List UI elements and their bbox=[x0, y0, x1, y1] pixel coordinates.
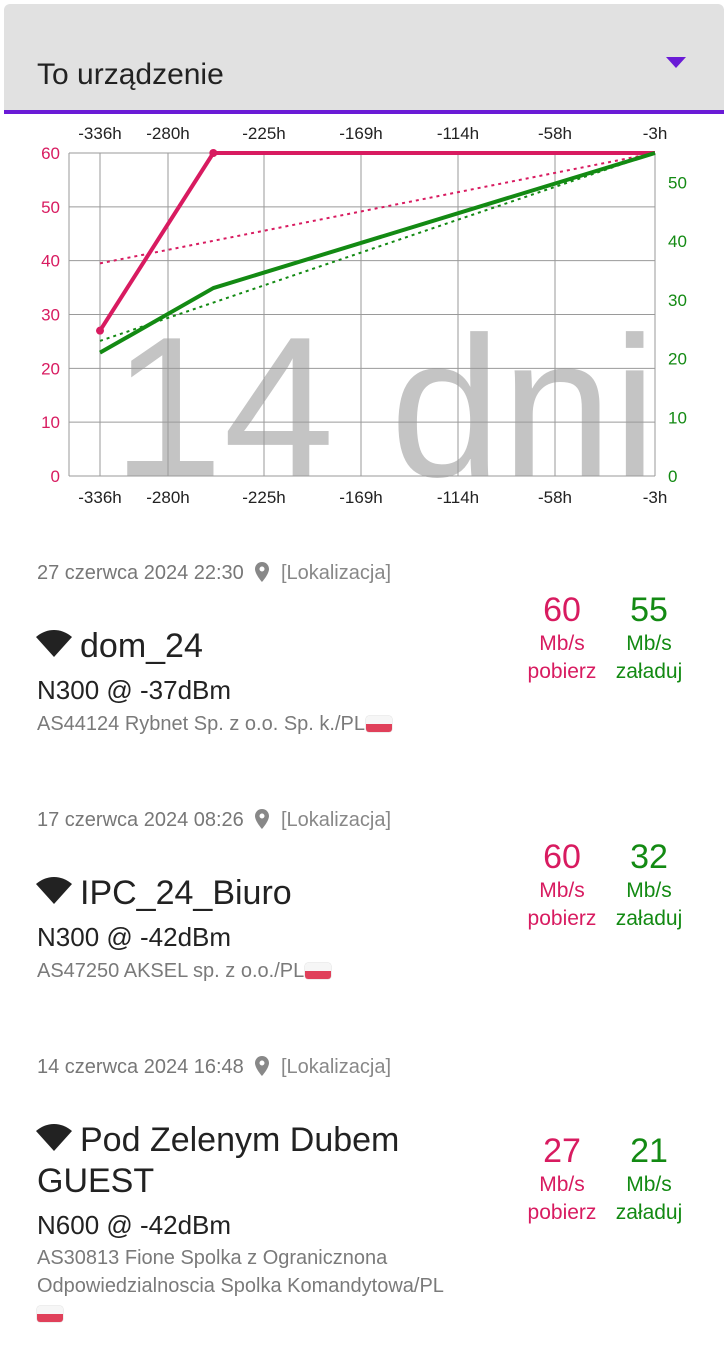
x-tick-label-top: -3h bbox=[643, 124, 668, 143]
download-point bbox=[209, 149, 218, 157]
upload-series-line bbox=[99, 151, 656, 355]
upload-speed: 55 Mb/s załaduj bbox=[607, 590, 691, 686]
download-unit: Mb/s bbox=[539, 632, 585, 655]
y-left-tick-label: 50 bbox=[41, 198, 60, 217]
entry-signal: N300 @ -37dBm bbox=[37, 675, 232, 705]
entry-date-row: 27 czerwca 2024 22:30 [Lokalizacja] bbox=[37, 562, 391, 585]
wifi-icon bbox=[36, 877, 72, 904]
y-left-tick-label: 40 bbox=[41, 252, 60, 271]
dropdown-arrow-icon[interactable] bbox=[666, 57, 686, 68]
entry-date-row: 17 czerwca 2024 08:26 [Lokalizacja] bbox=[37, 809, 391, 832]
x-tick-label-bottom: -3h bbox=[643, 488, 668, 507]
entry-as-line: AS47250 AKSEL sp. z o.o./PL bbox=[37, 957, 517, 985]
x-tick-label-top: -169h bbox=[339, 124, 382, 143]
wifi-icon bbox=[36, 630, 72, 657]
entry-as-line: AS44124 Rybnet Sp. z o.o. Sp. k./PL bbox=[37, 710, 517, 738]
download-speed: 60 Mb/s pobierz bbox=[520, 837, 604, 933]
y-right-tick-label: 50 bbox=[668, 173, 687, 192]
y-left-tick-label: 0 bbox=[51, 467, 60, 486]
download-label: pobierz bbox=[527, 1201, 597, 1224]
entry-as: AS47250 AKSEL sp. z o.o./PL bbox=[37, 960, 305, 982]
download-unit: Mb/s bbox=[539, 1173, 585, 1196]
wifi-icon bbox=[36, 1124, 72, 1151]
y-right-tick-label: 40 bbox=[668, 232, 687, 251]
x-tick-label-top: -280h bbox=[146, 124, 189, 143]
x-tick-label-top: -58h bbox=[538, 124, 572, 143]
upload-unit: Mb/s bbox=[626, 1173, 672, 1196]
x-tick-label-bottom: -225h bbox=[242, 488, 285, 507]
x-tick-label-top: -336h bbox=[78, 124, 121, 143]
entry-date: 14 czerwca 2024 16:48 bbox=[37, 1056, 244, 1078]
upload-label: załaduj bbox=[615, 1201, 683, 1224]
download-value: 60 bbox=[543, 591, 581, 629]
y-right-tick-label: 20 bbox=[668, 350, 687, 369]
upload-speed: 21 Mb/s załaduj bbox=[607, 1131, 691, 1227]
upload-unit: Mb/s bbox=[626, 632, 672, 655]
x-tick-label-bottom: -280h bbox=[146, 488, 189, 507]
entry-signal: N600 @ -42dBm bbox=[37, 1210, 232, 1240]
y-right-tick-label: 0 bbox=[668, 467, 677, 486]
x-tick-label-bottom: -169h bbox=[339, 488, 382, 507]
poland-flag-icon bbox=[365, 716, 392, 732]
upload-value: 55 bbox=[630, 591, 668, 629]
x-tick-label-top: -114h bbox=[437, 124, 479, 143]
entry-date: 27 czerwca 2024 22:30 bbox=[37, 562, 244, 584]
entry-date: 17 czerwca 2024 08:26 bbox=[37, 809, 244, 831]
download-speed: 27 Mb/s pobierz bbox=[520, 1131, 604, 1227]
location-pin-icon bbox=[255, 1056, 270, 1076]
device-dropdown[interactable]: To urządzenie bbox=[4, 4, 724, 114]
poland-flag-icon bbox=[305, 963, 332, 979]
upload-label: załaduj bbox=[615, 907, 683, 930]
entry-signal: N300 @ -42dBm bbox=[37, 922, 232, 952]
download-speed: 60 Mb/s pobierz bbox=[520, 590, 604, 686]
y-right-tick-label: 30 bbox=[668, 291, 687, 310]
download-point bbox=[96, 326, 104, 335]
entry-location-link[interactable]: [Lokalizacja] bbox=[280, 809, 391, 831]
upload-speed: 32 Mb/s załaduj bbox=[607, 837, 691, 933]
x-tick-label-bottom: -58h bbox=[538, 488, 572, 507]
y-left-tick-label: 20 bbox=[41, 359, 60, 378]
download-value: 60 bbox=[543, 838, 581, 876]
entry-location-link[interactable]: [Lokalizacja] bbox=[280, 562, 391, 584]
entry-as-line: AS30813 Fione Spolka z Ogranicznona Odpo… bbox=[37, 1244, 517, 1328]
dropdown-label: To urządzenie bbox=[37, 58, 224, 91]
entry-location-link[interactable]: [Lokalizacja] bbox=[280, 1056, 391, 1078]
x-tick-label-top: -225h bbox=[242, 124, 285, 143]
y-right-tick-label: 10 bbox=[668, 408, 687, 427]
upload-label: załaduj bbox=[615, 660, 683, 683]
chart-svg: 14 dni-336h-336h-280h-280h-225h-225h-169… bbox=[41, 124, 687, 519]
entry-as: AS30813 Fione Spolka z Ogranicznona Odpo… bbox=[37, 1247, 444, 1297]
download-label: pobierz bbox=[527, 907, 597, 930]
download-value: 27 bbox=[543, 1132, 581, 1170]
upload-value: 21 bbox=[630, 1132, 668, 1170]
entry-ssid: IPC_24_Biuro bbox=[80, 874, 292, 912]
y-left-tick-label: 60 bbox=[41, 144, 60, 163]
x-tick-label-bottom: -114h bbox=[437, 488, 479, 507]
x-tick-label-bottom: -336h bbox=[78, 488, 121, 507]
upload-value: 32 bbox=[630, 838, 668, 876]
location-pin-icon bbox=[255, 809, 270, 829]
y-left-tick-label: 10 bbox=[41, 413, 60, 432]
y-left-tick-label: 30 bbox=[41, 306, 60, 325]
entry-date-row: 14 czerwca 2024 16:48 [Lokalizacja] bbox=[37, 1056, 391, 1079]
download-trendline bbox=[99, 152, 656, 265]
download-label: pobierz bbox=[527, 660, 597, 683]
chart-watermark: 14 dni bbox=[112, 296, 657, 519]
entry-ssid: Pod Zelenym Dubem GUEST bbox=[37, 1121, 400, 1200]
speed-chart: 14 dni -336h -336h -280h -280h -225h -225h -169… bbox=[0, 110, 728, 520]
download-unit: Mb/s bbox=[539, 879, 585, 902]
poland-flag-icon bbox=[37, 1306, 63, 1322]
entry-ssid: dom_24 bbox=[80, 627, 203, 665]
entry-as: AS44124 Rybnet Sp. z o.o. Sp. k./PL bbox=[37, 713, 365, 735]
upload-unit: Mb/s bbox=[626, 879, 672, 902]
location-pin-icon bbox=[255, 562, 270, 582]
